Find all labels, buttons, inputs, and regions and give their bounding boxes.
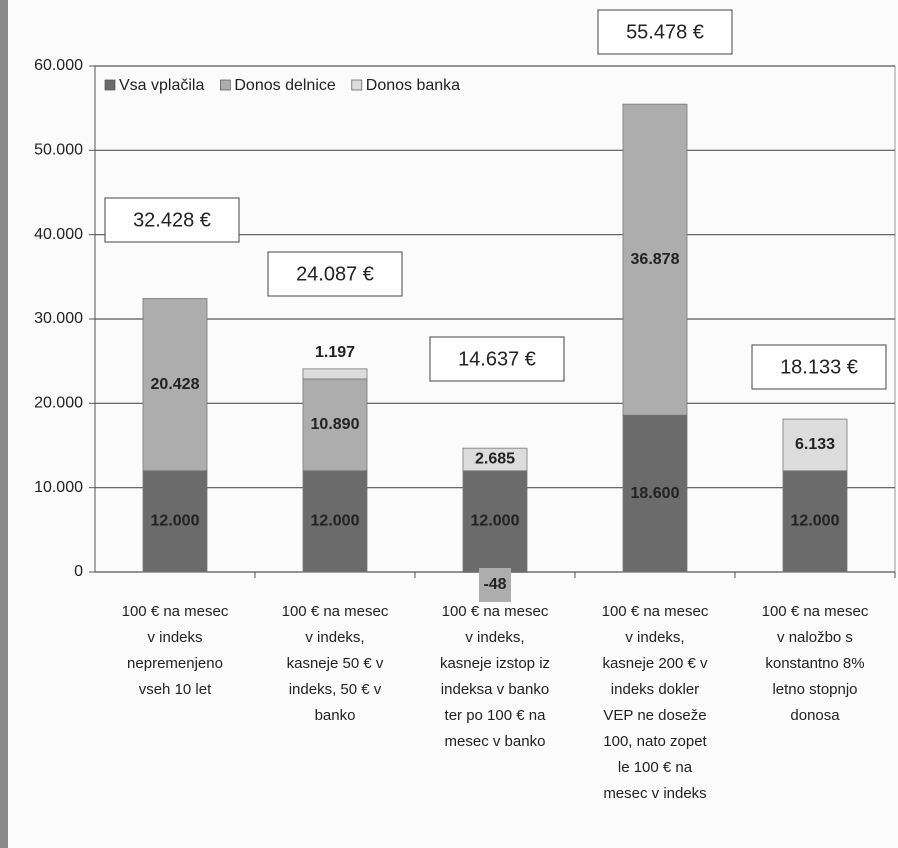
bar-segment (462, 447, 528, 472)
x-tick-label: 100 € na mesec (282, 603, 389, 620)
total-label: 55.478 € (626, 21, 704, 43)
y-tick-label: 60.000 (34, 57, 83, 74)
data-label: 36.878 (631, 251, 680, 268)
side-strip (0, 0, 8, 848)
x-tick-label: vseh 10 let (139, 681, 212, 698)
legend-swatch (104, 79, 116, 91)
x-tick-label: nepremenjeno (127, 655, 223, 672)
data-label: -48 (483, 576, 506, 593)
x-tick-label: v indeks, (465, 629, 524, 646)
x-tick-label: mesec v banko (445, 733, 546, 750)
x-tick-label: 100 € na mesec (762, 603, 869, 620)
x-tick-label: 100 € na mesec (602, 603, 709, 620)
bar-segment (302, 368, 368, 380)
x-tick-label: indeks dokler (611, 681, 699, 698)
data-label: 1.197 (315, 344, 355, 361)
bar-segment (142, 298, 208, 472)
x-tick-label: v indeks, (625, 629, 684, 646)
x-tick-label: banko (315, 707, 356, 724)
legend-swatch (351, 79, 363, 91)
x-tick-label: VEP ne doseže (603, 707, 706, 724)
y-tick-label: 50.000 (34, 142, 83, 159)
y-tick-label: 40.000 (34, 226, 83, 243)
data-label: 18.600 (631, 485, 680, 502)
x-tick-label: v indeks (147, 629, 202, 646)
x-tick-label: 100 € na mesec (122, 603, 229, 620)
y-tick-label: 30.000 (34, 310, 83, 327)
total-box (104, 197, 240, 243)
x-tick-label: v naložbo s (777, 629, 853, 646)
data-label: 6.133 (795, 436, 835, 453)
y-tick-label: 0 (74, 563, 83, 580)
x-tick-label: mesec v indeks (603, 785, 706, 802)
total-box (597, 9, 733, 55)
data-label: 2.685 (475, 451, 515, 468)
data-label: 20.428 (151, 376, 200, 393)
x-tick-label: kasneje izstop iz (440, 655, 550, 672)
data-label: 12.000 (311, 513, 360, 530)
legend-label: Donos banka (366, 77, 460, 94)
data-label: 12.000 (791, 513, 840, 530)
bar-segment (462, 470, 528, 573)
x-tick-label: le 100 € na (618, 759, 693, 776)
x-tick-label: indeks, 50 € v (289, 681, 382, 698)
total-label: 18.133 € (780, 356, 858, 378)
x-tick-label: 100 € na mesec (442, 603, 549, 620)
x-tick-label: donosa (790, 707, 840, 724)
x-tick-label: kasneje 50 € v (287, 655, 384, 672)
legend-swatch (220, 79, 231, 91)
total-label: 32.428 € (133, 209, 211, 231)
y-tick-label: 20.000 (34, 395, 83, 412)
bar-segment (622, 414, 688, 573)
data-label: 10.890 (311, 416, 360, 433)
data-label: 12.000 (471, 513, 520, 530)
x-tick-label: letno stopnjo (772, 681, 857, 698)
total-box (267, 251, 403, 297)
x-tick-label: ter po 100 € na (445, 707, 547, 724)
label-box (479, 568, 511, 602)
x-tick-label: 100, nato zopet (603, 733, 707, 750)
bar-segment (142, 470, 208, 573)
bar-segment (622, 103, 688, 416)
bar-segment (302, 470, 368, 573)
legend-label: Donos delnice (234, 77, 336, 94)
x-tick-label: kasneje 200 € v (602, 655, 708, 672)
legend-label: Vsa vplačila (119, 77, 204, 94)
total-label: 14.637 € (458, 348, 536, 370)
x-tick-label: v indeks, (305, 629, 364, 646)
y-tick-label: 10.000 (34, 479, 83, 496)
x-tick-label: indeksa v banko (441, 681, 549, 698)
x-tick-label: konstantno 8% (765, 655, 864, 672)
total-label: 24.087 € (296, 263, 374, 285)
total-box (429, 336, 565, 382)
bar-segment (782, 418, 848, 472)
bar-segment (302, 378, 368, 472)
total-box (751, 344, 887, 390)
data-label: 12.000 (151, 513, 200, 530)
